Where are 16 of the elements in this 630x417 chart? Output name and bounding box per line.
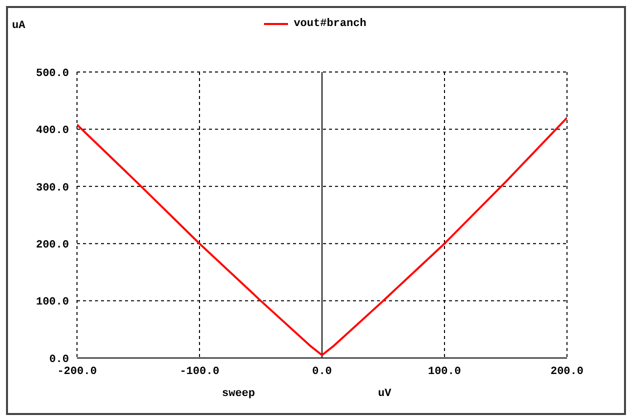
x-tick-label: -100.0 bbox=[180, 366, 220, 378]
legend-label: vout#branch bbox=[294, 18, 366, 30]
y-tick-label: 200.0 bbox=[36, 240, 69, 252]
text: uV bbox=[378, 388, 392, 400]
y-tick-label: 100.0 bbox=[36, 296, 69, 309]
x-tick-label: 100.0 bbox=[428, 366, 462, 378]
y-tick-label: 300.0 bbox=[36, 182, 69, 194]
x-tick-label: 0.0 bbox=[312, 366, 332, 378]
y-axis-title: uA bbox=[12, 20, 26, 32]
y-tick-label: 0.0 bbox=[49, 354, 69, 366]
x-tick-label: 200.0 bbox=[550, 366, 584, 378]
y-tick-label: 400.0 bbox=[36, 125, 69, 138]
x-axis-title: sweep bbox=[222, 388, 256, 400]
line-series bbox=[77, 116, 567, 356]
x-tick-label: -200.0 bbox=[57, 366, 97, 378]
y-tick-label: 500.0 bbox=[36, 68, 69, 80]
